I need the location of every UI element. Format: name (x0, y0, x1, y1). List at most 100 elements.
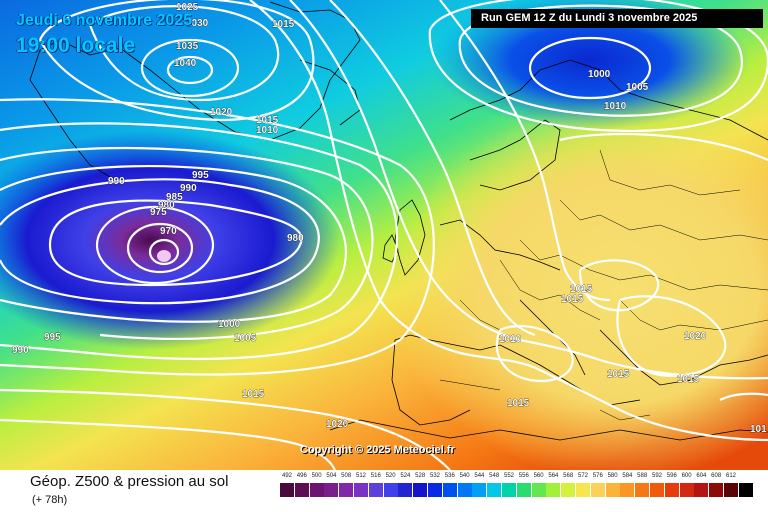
isobar-label: 1015 (242, 389, 265, 400)
isobar-label: 1015 (607, 369, 630, 380)
legend-swatch (354, 483, 368, 497)
legend-label: 584 (622, 473, 633, 479)
legend-swatch (531, 483, 546, 497)
isobar-label: 1015 (677, 374, 700, 385)
isobar-label: 1020 (684, 331, 707, 342)
legend-swatch (664, 483, 679, 497)
legend-swatch (413, 483, 428, 497)
legend-swatch (339, 483, 354, 497)
country-borders (439, 149, 768, 421)
isobar-label: 1005 (234, 333, 257, 344)
isobar-label: 985 (166, 192, 183, 203)
legend-swatch (561, 483, 576, 497)
legend-label: 576 (592, 473, 603, 479)
legend-swatch (590, 483, 605, 497)
legend-label: 560 (533, 473, 544, 479)
legend-swatch (294, 483, 309, 497)
isobar-label: 1015 (256, 115, 279, 126)
isobar-label: 101 (750, 424, 767, 435)
legend-swatch (309, 483, 324, 497)
legend-swatch (516, 483, 531, 497)
color-legend: 492 496 500 504 508 512 516 520 524 528 532 536 540 5… (280, 473, 753, 509)
legend-label: 604 (696, 473, 707, 479)
isobar-label: 980 (287, 233, 304, 244)
legend-label: 500 (311, 473, 322, 479)
isobar-label: 990 (180, 183, 197, 194)
isobar-label: 1015 (561, 294, 584, 305)
legend-swatch (442, 483, 457, 497)
legend-label: 568 (563, 473, 574, 479)
isobar-label: 995 (192, 170, 209, 181)
variable-title: Géop. Z500 & pression au sol (30, 473, 229, 490)
isobar-label: 1000 (218, 319, 241, 330)
legend-label: 564 (548, 473, 559, 479)
legend-swatch (620, 483, 635, 497)
legend-label: 552 (503, 473, 514, 479)
footer-bar: Géop. Z500 & pression au sol (+ 78h) 492… (0, 470, 768, 512)
legend-label: 536 (444, 473, 455, 479)
legend-swatch (457, 483, 472, 497)
isobar-label: 975 (150, 207, 167, 218)
weather-map: 1025 1030 1035 1040 1015 1020 1015 1010 995 990 99… (0, 0, 768, 470)
isobar-label: 1040 (174, 58, 197, 69)
isobar-label: 990 (108, 176, 125, 187)
legend-label: 496 (296, 473, 307, 479)
legend-swatch (428, 483, 442, 497)
run-info-banner: Run GEM 12 Z du Lundi 3 novembre 2025 (471, 9, 763, 28)
legend-swatch (546, 483, 561, 497)
isobar-label: 1000 (588, 69, 611, 80)
isobar-label: 1020 (210, 107, 233, 118)
legend-swatch (383, 483, 398, 497)
legend-label: 512 (355, 473, 366, 479)
legend-label: 608 (711, 473, 722, 479)
forecast-date: Jeudi 6 novembre 2025 (16, 12, 193, 29)
ridge-area (390, 100, 768, 470)
legend-swatch (694, 483, 709, 497)
legend-swatch (724, 483, 738, 497)
legend-label: 520 (385, 473, 396, 479)
legend-swatch (280, 483, 294, 497)
isobar-label: 995 (44, 332, 61, 343)
isobar-label: 970 (160, 226, 177, 237)
legend-swatch (472, 483, 487, 497)
forecast-lead-time: (+ 78h) (32, 494, 68, 506)
isobar-label: 1025 (176, 2, 199, 13)
legend-swatch (324, 483, 339, 497)
isobar-label: 1030 (186, 18, 209, 29)
isobar-label: 1015 (507, 398, 530, 409)
legend-label: 592 (651, 473, 662, 479)
low-center-marker (157, 250, 171, 262)
legend-label: 548 (489, 473, 500, 479)
legend-label: 540 (459, 473, 470, 479)
legend-label: 492 (281, 473, 292, 479)
legend-label: 580 (607, 473, 618, 479)
legend-swatch (738, 483, 753, 497)
legend-label: 508 (341, 473, 352, 479)
legend-label: 516 (370, 473, 381, 479)
legend-label: 524 (400, 473, 411, 479)
pressure-labels: 1025103010351040101510201015101099599099… (12, 2, 768, 436)
isobar-label: 990 (12, 345, 29, 356)
legend-swatch (709, 483, 724, 497)
isobar-label: 1015 (570, 284, 593, 295)
isobar-label: 1020 (326, 419, 349, 430)
isobars (0, 0, 768, 470)
legend-swatch (605, 483, 620, 497)
isobar-label: 1005 (626, 82, 649, 93)
legend-swatch (398, 483, 413, 497)
legend-swatch (502, 483, 516, 497)
legend-label: 572 (577, 473, 588, 479)
legend-label: 544 (474, 473, 485, 479)
legend-swatch (576, 483, 590, 497)
legend-label: 556 (518, 473, 529, 479)
copyright-notice: Copyright © 2025 Meteociel.fr (300, 444, 455, 456)
legend-swatch (635, 483, 650, 497)
forecast-time: 19:00 locale (16, 34, 136, 57)
legend-swatch (679, 483, 694, 497)
legend-label: 532 (429, 473, 440, 479)
isobar-label: 1010 (256, 125, 279, 136)
isobar-label: 1015 (272, 19, 295, 30)
legend-label: 588 (637, 473, 648, 479)
legend-swatch (650, 483, 664, 497)
legend-label: 612 (725, 473, 736, 479)
